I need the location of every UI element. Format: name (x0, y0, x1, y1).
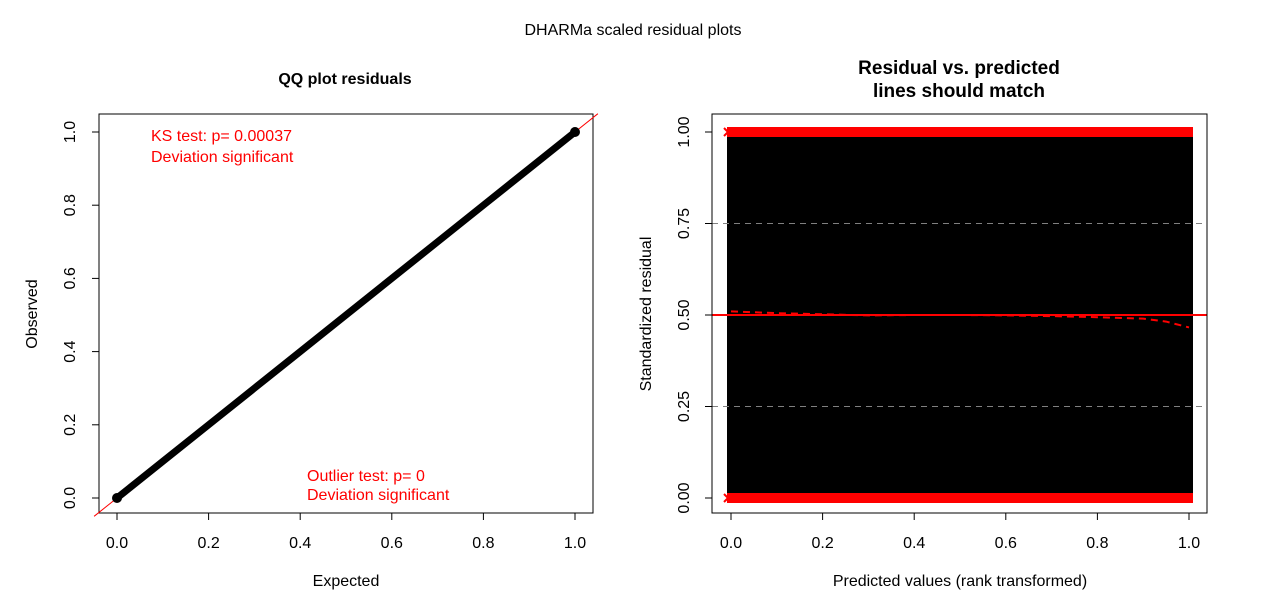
qq-x-tick-label: 1.0 (564, 535, 586, 552)
ks-test-label: KS test: p= 0.00037 (151, 128, 292, 145)
residual-x-tick-label: 0.6 (995, 535, 1017, 552)
qq-y-tick-label: 0.0 (62, 487, 79, 509)
qq-title: QQ plot residuals (278, 71, 411, 88)
residual-plot-box (711, 113, 1208, 514)
residual-quantile-curve (730, 310, 1190, 329)
residual-y-tick-label: 0.00 (676, 482, 693, 513)
outlier-test-label: Outlier test: p= 0 (307, 468, 425, 485)
qq-y-tick-label: 0.4 (62, 340, 79, 362)
qq-y-axis: 0.0 0.2 0.4 0.6 0.8 1.0 (62, 121, 100, 509)
outlier-deviation-label: Deviation significant (307, 487, 450, 504)
qq-point (112, 493, 122, 503)
qq-plot-panel: QQ plot residuals 0.0 0.2 0.4 0.6 0.8 1.0 0.0… (24, 71, 599, 590)
qq-y-label: Observed (24, 279, 41, 348)
residual-title-line-1: Residual vs. predicted (858, 58, 1060, 79)
residual-y-label: Standardized residual (638, 237, 655, 392)
qq-x-tick-label: 0.0 (106, 535, 128, 552)
ks-deviation-label: Deviation significant (151, 149, 294, 166)
residual-y-tick-label: 0.25 (676, 391, 693, 422)
residual-y-axis: 0.00 0.25 0.50 0.75 1.00 (676, 116, 712, 514)
figure-title: DHARMa scaled residual plots (525, 22, 742, 39)
residual-outlier-bands (723, 127, 1193, 503)
residual-x-tick-label: 1.0 (1178, 535, 1200, 552)
qq-points-series (114, 129, 578, 501)
qq-y-tick-label: 0.6 (62, 267, 79, 289)
residual-y-tick-label: 0.75 (676, 208, 693, 239)
qq-y-tick-label: 0.2 (62, 414, 79, 436)
residual-outlier-band (727, 127, 1193, 137)
qq-x-tick-label: 0.2 (197, 535, 219, 552)
residual-x-label: Predicted values (rank transformed) (833, 573, 1087, 590)
residual-x-tick-label: 0.0 (720, 535, 742, 552)
residual-x-tick-label: 0.2 (811, 535, 833, 552)
residual-x-tick-label: 0.8 (1086, 535, 1108, 552)
residual-x-tick-label: 0.4 (903, 535, 925, 552)
residual-title-line-2: lines should match (873, 81, 1045, 102)
qq-x-tick-label: 0.4 (289, 535, 311, 552)
qq-end-points (112, 127, 580, 503)
residual-y-tick-label: 0.50 (676, 299, 693, 330)
qq-x-tick-label: 0.8 (472, 535, 494, 552)
qq-x-label: Expected (313, 573, 380, 590)
qq-y-tick-label: 0.8 (62, 194, 79, 216)
qq-y-tick-label: 1.0 (62, 121, 79, 143)
residual-x-axis: 0.0 0.2 0.4 0.6 0.8 1.0 (720, 513, 1200, 552)
qq-x-tick-label: 0.6 (381, 535, 403, 552)
residual-plot-panel: Residual vs. predicted lines should matc… (638, 58, 1208, 590)
residual-outlier-band (727, 493, 1193, 503)
qq-point (570, 127, 580, 137)
qq-x-axis: 0.0 0.2 0.4 0.6 0.8 1.0 (106, 512, 586, 552)
residual-y-tick-label: 1.00 (676, 116, 693, 147)
